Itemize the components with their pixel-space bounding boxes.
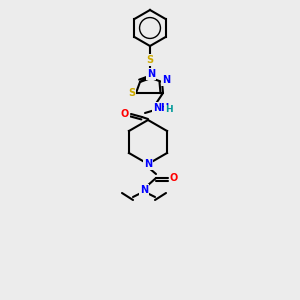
Text: O: O <box>121 109 129 119</box>
Text: O: O <box>170 173 178 183</box>
Text: N: N <box>140 185 148 195</box>
Text: N: N <box>144 159 152 169</box>
Text: S: S <box>128 88 136 98</box>
Text: H: H <box>165 106 173 115</box>
Text: S: S <box>146 55 154 65</box>
Text: N: N <box>162 75 170 85</box>
Text: NH: NH <box>153 103 169 113</box>
Text: N: N <box>147 69 155 79</box>
